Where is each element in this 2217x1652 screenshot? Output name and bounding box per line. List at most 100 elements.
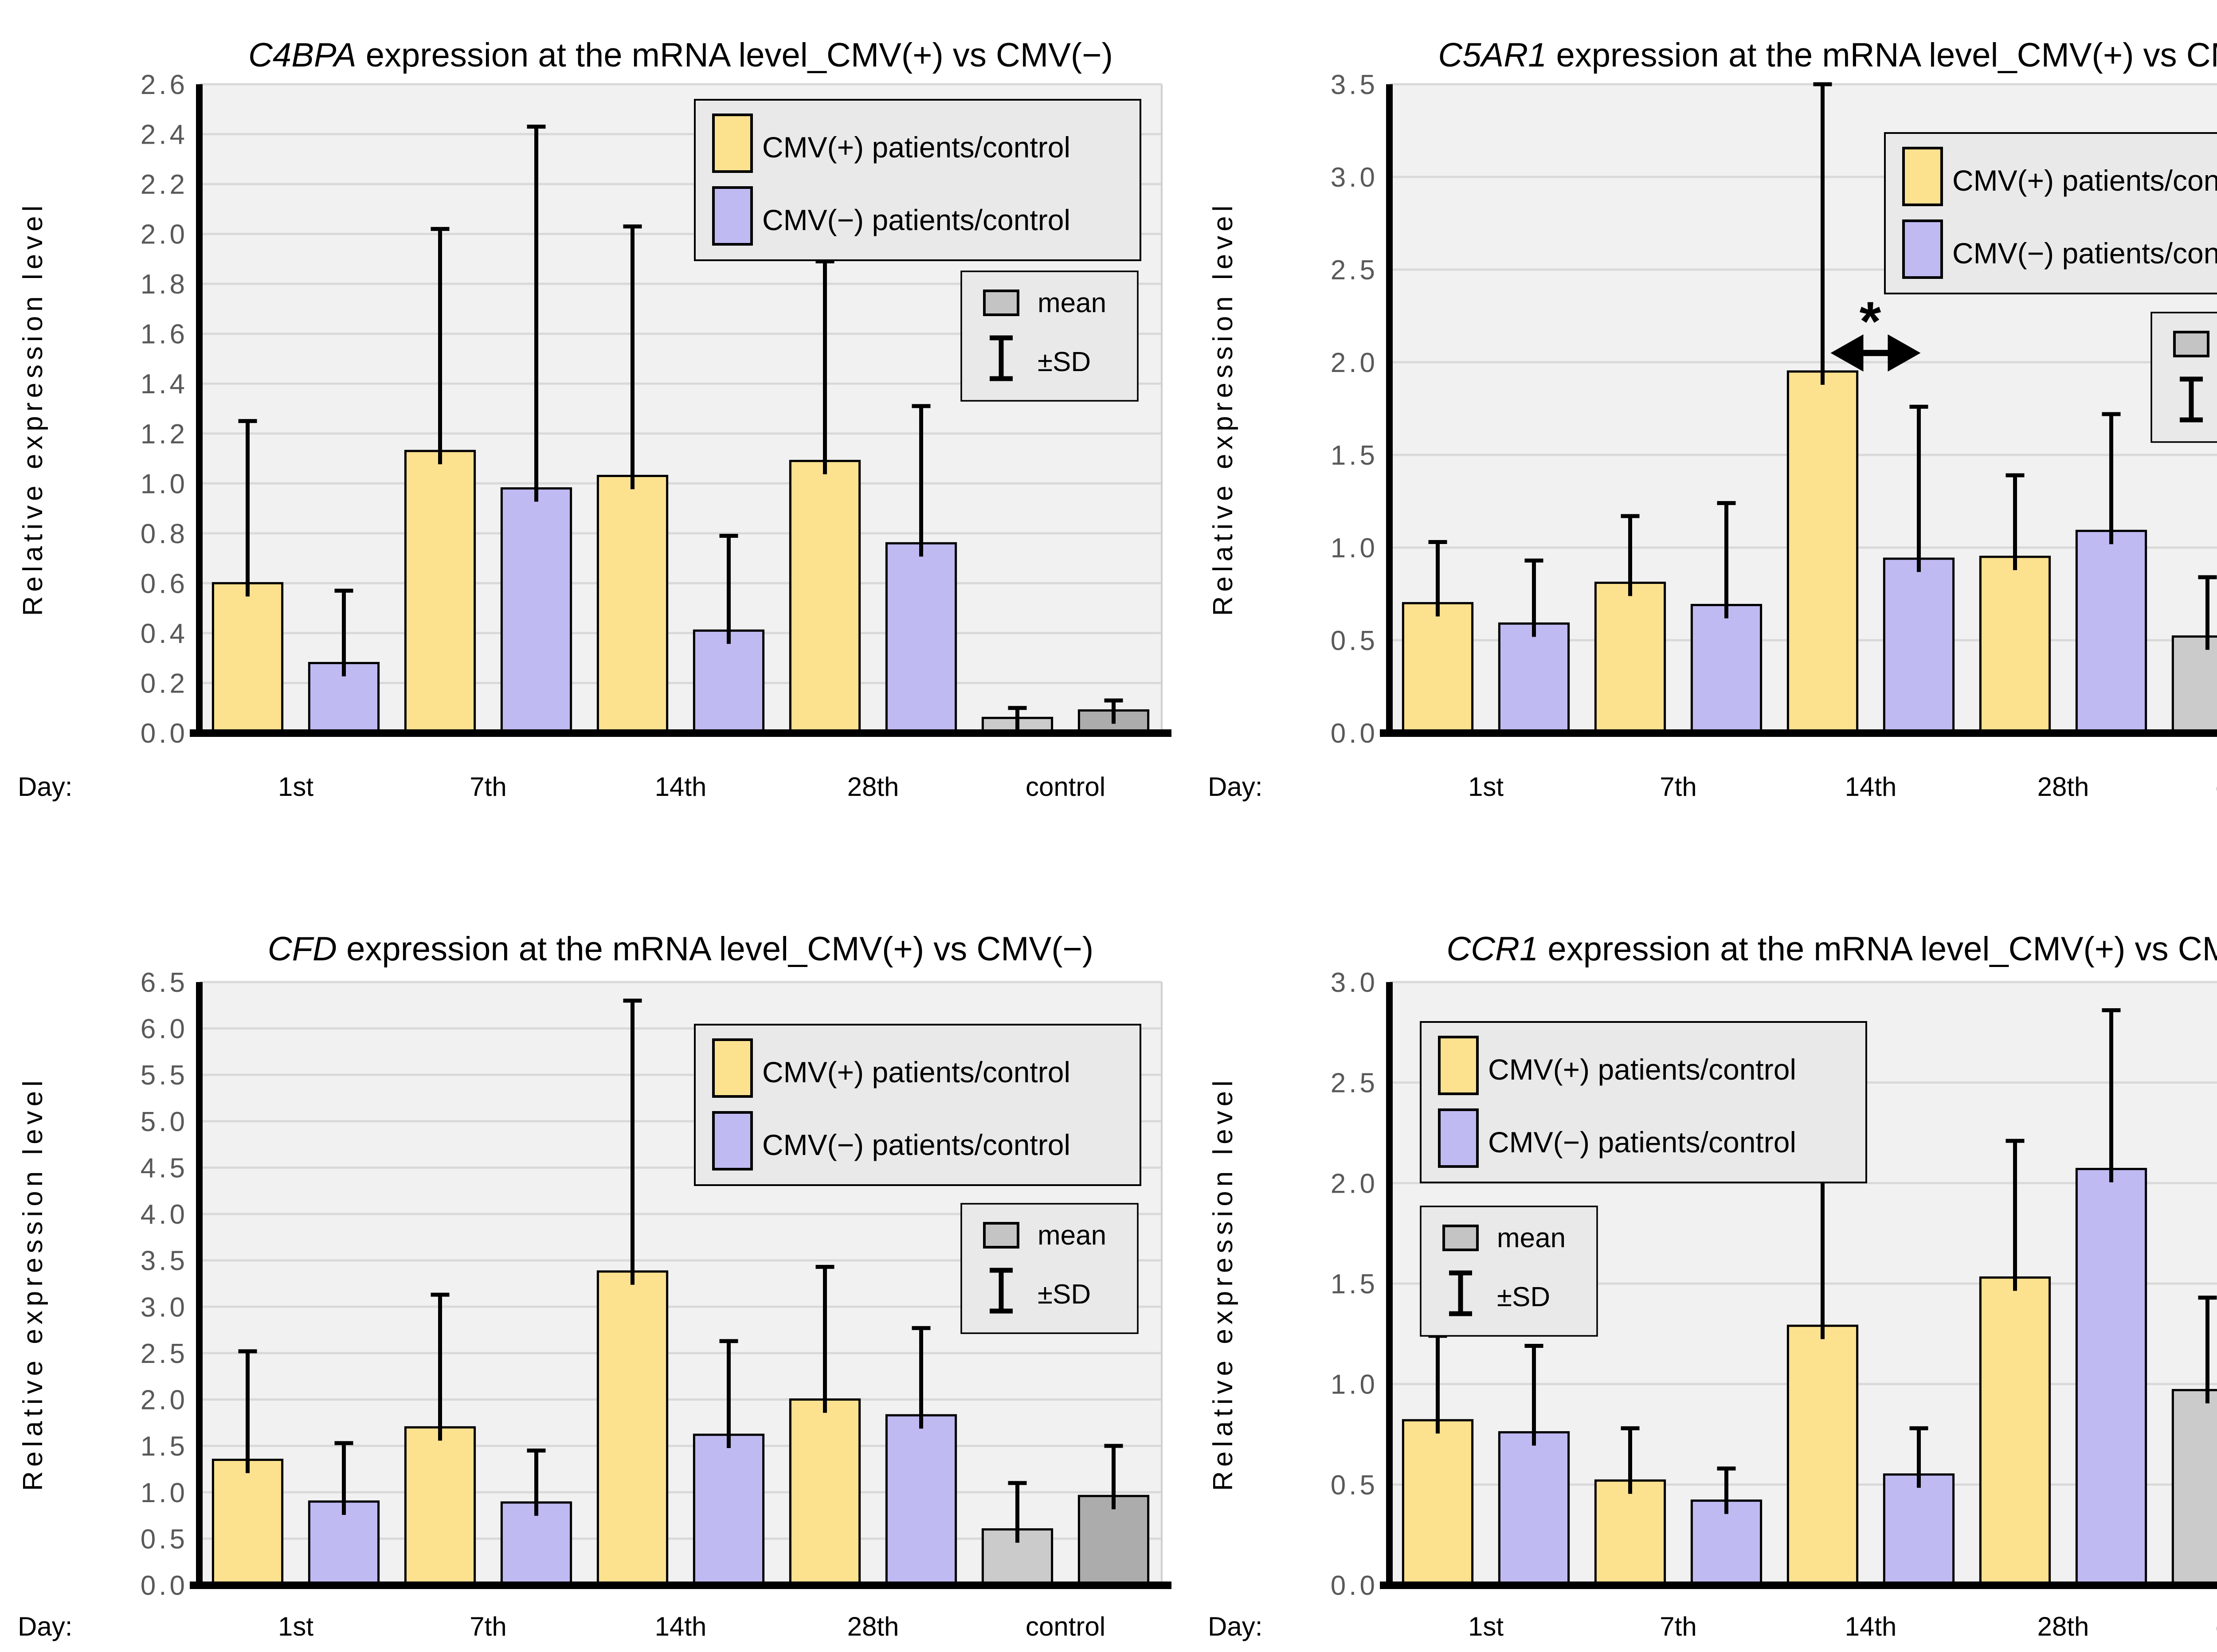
x-tick-label: 28th <box>2037 772 2089 802</box>
y-tick-label: 2.5 <box>1331 1068 1378 1099</box>
y-tick-label: 3.0 <box>1331 967 1378 998</box>
legend-swatch-cmv_neg <box>712 186 753 246</box>
chart-cfd: 0.0 0.5 1.0 1.5 2.0 2.5 3.0 3.5 4.0 4.5 5.0 5.5 6.0 6… <box>0 826 1190 1652</box>
day-label: Day: <box>1208 1612 1262 1641</box>
chart-svg-ccr1: 0.0 0.5 1.0 1.5 2.0 2.5 3.0 1st 7th 14th 28th contr… <box>1208 930 2217 1641</box>
y-tick-label: 5.0 <box>141 1107 188 1137</box>
x-tick-label: 7th <box>470 772 506 802</box>
chart-title: C4BPA expression at the mRNA level_CMV(+… <box>248 36 1113 74</box>
bar-cmv_pos-28th <box>789 1398 861 1586</box>
y-tick-label: 2.5 <box>1331 255 1378 286</box>
legend-label-cmv_neg: CMV(−) patients/control <box>762 1128 1070 1161</box>
y-axis-title: Relative expression level <box>1208 201 1238 616</box>
y-tick-label: 3.5 <box>1331 70 1378 100</box>
bar-cmv_pos-28th <box>789 460 861 734</box>
day-label: Day: <box>1208 772 1262 802</box>
x-tick-label: 1st <box>278 772 313 802</box>
bar-cmv_neg-7th <box>500 1501 572 1586</box>
y-tick-label: 0.0 <box>141 718 188 749</box>
y-tick-label: 4.0 <box>141 1199 188 1230</box>
legend-swatch-cmv_pos <box>712 114 753 173</box>
bar-cmv_pos-14th <box>1786 370 1859 734</box>
bar-cmv_pos-14th <box>596 474 669 734</box>
legend-label-cmv_neg: CMV(−) patients/control <box>762 204 1070 236</box>
y-tick-label: 2.0 <box>1331 348 1378 378</box>
y-tick-label: 0.0 <box>1331 1570 1378 1601</box>
y-tick-label: 1.2 <box>141 419 188 450</box>
bar-cmv_neg-14th <box>1883 1473 1955 1586</box>
bar-cmv_neg-1st <box>308 1500 380 1586</box>
y-tick-label: 5.5 <box>141 1060 188 1091</box>
y-tick-label: 0.0 <box>141 1570 188 1601</box>
y-tick-label: 6.0 <box>141 1014 188 1045</box>
y-tick-label: 0.5 <box>1331 1470 1378 1500</box>
x-tick-label: control <box>2216 772 2217 802</box>
y-tick-label: 6.5 <box>141 967 188 998</box>
bar-cmv_pos-28th <box>1979 1276 2051 1586</box>
y-tick-label: 1.4 <box>141 369 188 399</box>
y-tick-label: 4.5 <box>141 1153 188 1183</box>
legend-swatch-cmv_neg <box>1902 219 1943 279</box>
day-label: Day: <box>18 1612 72 1641</box>
bar-cmv_pos-1st <box>1402 1419 1474 1586</box>
significance-arrowhead-left <box>1830 334 1864 372</box>
x-tick-label: 1st <box>1468 772 1504 802</box>
bar-cmv_pos-28th <box>1979 556 2051 734</box>
day-label: Day: <box>18 772 72 802</box>
bar-cmv_pos-1st <box>212 582 284 734</box>
x-tick-label: 7th <box>1660 772 1696 802</box>
chart-title: CCR1 expression at the mRNA level_CMV(+)… <box>1446 930 2217 968</box>
x-tick-label: 14th <box>655 772 707 802</box>
x-tick-label: 7th <box>1660 1612 1696 1641</box>
x-tick-label: 7th <box>470 1612 506 1641</box>
y-axis-line <box>1386 982 1393 1589</box>
y-tick-label: 0.4 <box>141 619 188 649</box>
mean-swatch <box>2173 331 2209 357</box>
bar-cmv_pos-1st <box>212 1459 284 1586</box>
y-tick-label: 3.0 <box>1331 162 1378 193</box>
mean-swatch <box>983 1222 1019 1249</box>
legend-swatch-cmv_neg <box>712 1111 753 1170</box>
y-tick-label: 0.2 <box>141 668 188 699</box>
legend-swatch-cmv_pos <box>1438 1036 1479 1095</box>
y-axis-line <box>196 982 203 1589</box>
sd-label: ±SD <box>1038 1279 1091 1310</box>
bar-cmv_pos-1st <box>1402 602 1474 734</box>
y-tick-label: 1.6 <box>141 319 188 350</box>
legend-swatch-cmv_neg <box>1438 1108 1479 1168</box>
y-tick-label: 0.6 <box>141 568 188 599</box>
sd-label: ±SD <box>1038 347 1091 377</box>
series-legend <box>694 99 1141 261</box>
y-axis-title: Relative expression level <box>18 201 48 616</box>
sd-label: ±SD <box>1497 1282 1550 1312</box>
x-tick-label: 14th <box>1845 1612 1897 1641</box>
x-tick-label: 1st <box>278 1612 313 1641</box>
x-tick-label: 28th <box>847 1612 899 1641</box>
chart-ccr1: 0.0 0.5 1.0 1.5 2.0 2.5 3.0 1st 7th 14th 28th contr… <box>1190 826 2217 1652</box>
legend-swatch-cmv_pos <box>712 1038 753 1098</box>
legend-label-cmv_pos: CMV(+) patients/control <box>762 1056 1070 1088</box>
y-tick-label: 1.0 <box>1331 533 1378 564</box>
bar-cmv_neg-28th <box>885 1414 957 1586</box>
x-tick-label: 1st <box>1468 1612 1504 1641</box>
y-tick-label: 2.6 <box>141 70 188 100</box>
mean-swatch <box>983 290 1019 316</box>
x-tick-label: 14th <box>655 1612 707 1641</box>
bar-cmv_neg-14th <box>693 629 765 734</box>
bar-cmv_neg-7th <box>1690 604 1763 734</box>
y-tick-label: 1.0 <box>1331 1370 1378 1400</box>
y-tick-label: 1.5 <box>141 1431 188 1462</box>
bar-cmv_pos-14th <box>596 1270 669 1586</box>
y-axis-line <box>196 84 203 736</box>
bar-cmv_pos-7th <box>404 1426 476 1586</box>
y-tick-label: 1.0 <box>141 469 188 499</box>
bar-cmv_pos-7th <box>1594 581 1666 734</box>
y-tick-label: 1.0 <box>141 1478 188 1508</box>
y-tick-label: 2.5 <box>141 1339 188 1369</box>
legend-label-cmv_neg: CMV(−) patients/control <box>1952 237 2217 270</box>
y-tick-label: 2.0 <box>1331 1168 1378 1199</box>
y-tick-label: 1.5 <box>1331 1269 1378 1300</box>
y-tick-label: 2.0 <box>141 219 188 250</box>
y-tick-label: 1.5 <box>1331 440 1378 471</box>
legend-label-cmv_neg: CMV(−) patients/control <box>1488 1126 1796 1159</box>
